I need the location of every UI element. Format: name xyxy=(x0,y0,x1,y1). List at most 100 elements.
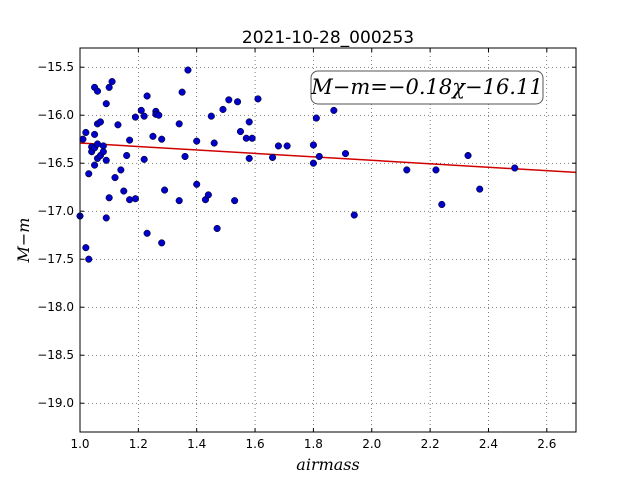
x-tick-label: 1.6 xyxy=(246,437,265,451)
data-point xyxy=(117,166,125,174)
data-point xyxy=(330,106,338,114)
data-point xyxy=(309,159,317,167)
data-point xyxy=(438,200,446,209)
data-point xyxy=(315,152,323,161)
data-point xyxy=(105,83,113,91)
data-point xyxy=(193,180,201,188)
data-point xyxy=(432,166,440,174)
data-point xyxy=(309,141,317,149)
annotation-text: M−m=−0.18χ−16.11 xyxy=(310,75,542,99)
data-point xyxy=(102,156,110,164)
data-point xyxy=(140,112,148,120)
data-point xyxy=(126,196,134,204)
data-point xyxy=(91,161,99,169)
y-tick-label: −15.5 xyxy=(37,60,74,74)
data-point xyxy=(350,211,358,219)
data-point xyxy=(213,224,221,233)
data-point xyxy=(111,174,119,182)
data-point xyxy=(149,132,157,140)
x-tick-label: 1.2 xyxy=(129,437,148,451)
data-point xyxy=(245,118,253,126)
data-point xyxy=(341,150,350,158)
data-point xyxy=(108,78,116,86)
fit-layer xyxy=(79,142,577,174)
data-point xyxy=(105,194,113,202)
data-point xyxy=(131,113,139,121)
data-point xyxy=(181,152,189,161)
data-points xyxy=(76,66,519,263)
data-point xyxy=(79,135,87,143)
x-tick-label: 1.4 xyxy=(187,437,206,451)
x-axis-label: airmass xyxy=(296,455,359,474)
x-tick-label: 2.4 xyxy=(479,437,498,451)
x-tick-label: 2.6 xyxy=(537,437,556,451)
data-point xyxy=(193,137,201,145)
data-point xyxy=(161,186,169,194)
y-tick-label: −17.0 xyxy=(37,204,74,218)
data-point xyxy=(143,229,151,237)
data-point xyxy=(175,120,183,128)
chart-title: 2021-10-28_000253 xyxy=(242,28,414,48)
data-point xyxy=(283,142,291,150)
data-point xyxy=(102,100,110,108)
x-tick-label: 1.0 xyxy=(70,437,89,451)
y-tick-label: −16.5 xyxy=(37,156,74,170)
data-point xyxy=(120,187,128,195)
data-point xyxy=(158,135,166,143)
data-point xyxy=(99,148,107,156)
data-point xyxy=(91,130,99,138)
data-point xyxy=(210,139,218,147)
data-point xyxy=(82,128,90,137)
y-tick-label: −17.5 xyxy=(37,252,74,266)
tick-labels: 1.0 1.2 1.4 1.6 1.8 2.0 2.2 2.4 2.6 −15.5 −16.0 −16… xyxy=(37,60,556,451)
grid-lines xyxy=(79,48,576,432)
y-axis-label: M−m xyxy=(14,218,33,264)
data-point xyxy=(312,114,320,122)
data-point xyxy=(93,87,102,95)
data-point xyxy=(175,197,183,205)
data-point xyxy=(403,166,411,174)
data-point xyxy=(102,214,110,222)
data-point xyxy=(82,244,90,252)
y-tick-label: −18.5 xyxy=(37,348,74,362)
data-point xyxy=(269,153,277,161)
fit-line xyxy=(79,142,577,174)
data-point xyxy=(140,155,148,163)
data-point xyxy=(231,197,239,205)
data-point xyxy=(131,195,139,203)
y-tick-label: −18.0 xyxy=(37,300,74,314)
x-tick-label: 2.0 xyxy=(362,437,381,451)
data-point xyxy=(158,239,166,247)
data-point xyxy=(219,105,227,113)
fit-annotation: M−m=−0.18χ−16.11 xyxy=(310,70,544,105)
data-point xyxy=(137,106,145,114)
data-point xyxy=(143,92,151,100)
annotation-box xyxy=(310,70,544,105)
data-point xyxy=(114,121,122,129)
data-point xyxy=(126,136,134,144)
data-point xyxy=(248,134,256,142)
data-point xyxy=(274,142,282,150)
y-tick-label: −19.0 xyxy=(37,396,74,410)
data-point xyxy=(85,255,93,263)
data-point xyxy=(155,111,163,119)
x-tick-label: 1.8 xyxy=(304,437,323,451)
data-point xyxy=(96,118,104,126)
data-point xyxy=(85,170,93,178)
data-point xyxy=(184,66,192,74)
data-point xyxy=(254,95,262,103)
data-point xyxy=(204,191,212,199)
y-tick-label: −16.0 xyxy=(37,108,74,122)
x-tick-label: 2.2 xyxy=(421,437,440,451)
data-point xyxy=(476,185,484,193)
data-point xyxy=(511,164,519,172)
plot-frame xyxy=(79,47,577,433)
data-point xyxy=(245,154,253,162)
data-point xyxy=(123,151,131,160)
data-point xyxy=(225,96,233,104)
data-point xyxy=(236,127,245,136)
data-point xyxy=(207,112,215,120)
data-point xyxy=(464,151,472,160)
axis-ticks xyxy=(79,48,576,432)
